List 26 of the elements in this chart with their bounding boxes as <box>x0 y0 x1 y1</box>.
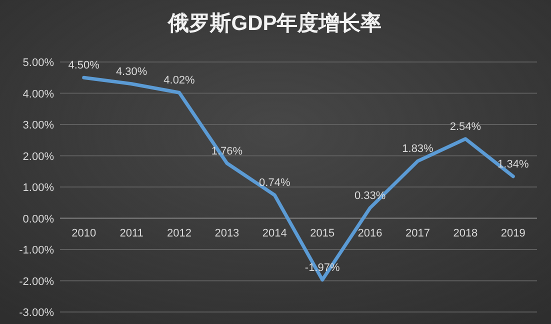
y-tick-label: -1.00% <box>19 244 54 256</box>
y-tick-label: 1.00% <box>22 182 54 194</box>
data-label: 4.02% <box>164 74 196 87</box>
x-tick-label: 2014 <box>262 227 287 240</box>
x-tick-label: 2010 <box>72 227 96 240</box>
x-tick-label: 2016 <box>358 227 382 240</box>
x-tick-label: 2011 <box>120 227 144 240</box>
x-tick-label: 2013 <box>214 227 240 240</box>
x-tick-label: 2012 <box>167 227 192 240</box>
x-tick-label: 2019 <box>500 227 526 240</box>
y-tick-label: 0.00% <box>22 213 54 226</box>
data-label: 4.50% <box>68 60 100 72</box>
x-tick-label: 2015 <box>310 227 335 240</box>
y-tick-label: 2.00% <box>22 150 54 163</box>
data-label: 2.54% <box>450 120 482 133</box>
y-tick-label: 4.00% <box>22 88 54 100</box>
chart-title: 俄罗斯GDP年度增长率 <box>167 11 382 35</box>
data-label: 4.30% <box>116 66 148 78</box>
data-label: 1.83% <box>402 143 434 156</box>
x-tick-label: 2018 <box>453 227 478 240</box>
y-tick-label: -2.00% <box>19 276 54 288</box>
y-tick-label: -3.00% <box>19 307 54 319</box>
data-label: 0.74% <box>259 177 290 190</box>
y-tick-label: 3.00% <box>22 120 54 132</box>
x-tick-label: 2017 <box>406 227 430 240</box>
y-tick-label: 5.00% <box>22 57 54 69</box>
